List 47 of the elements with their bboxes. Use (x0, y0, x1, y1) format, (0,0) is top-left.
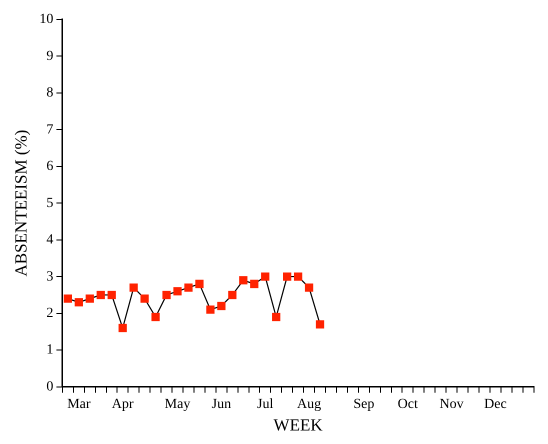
y-tick-label: 3 (46, 269, 54, 284)
point (304, 283, 314, 292)
x-tick-label: Jun (212, 396, 232, 412)
point (184, 283, 193, 292)
y-tick-label: 7 (46, 122, 54, 138)
x-axis-title: WEEK (274, 415, 324, 434)
point (261, 272, 270, 281)
point (64, 294, 72, 303)
point (283, 272, 292, 281)
x-tick-label: Mar (67, 396, 91, 412)
point (195, 280, 204, 288)
y-tick-label: 4 (46, 232, 54, 248)
x-tick-label: Apr (112, 396, 134, 412)
x-tick-label: Aug (297, 396, 322, 412)
y-axis-title: ABSENTEEISM (%) (12, 130, 31, 277)
x-tick-label: Dec (484, 396, 507, 412)
point (217, 302, 226, 310)
point (130, 283, 138, 292)
y-tick-label: 9 (46, 48, 54, 64)
point (74, 298, 83, 306)
x-tick-label: May (164, 396, 190, 412)
y-tick-label: 6 (46, 159, 54, 174)
y-tick-label: 0 (46, 379, 54, 394)
point (140, 294, 149, 303)
point (108, 290, 116, 300)
x-tick-label: Jul (257, 396, 274, 412)
y-tick-label: 8 (46, 86, 54, 101)
point (173, 287, 182, 296)
point (206, 306, 215, 314)
point (151, 312, 160, 322)
y-tick-label: 10 (39, 12, 54, 28)
point (228, 290, 236, 300)
x-tick-label: Nov (440, 396, 464, 412)
point (86, 294, 94, 303)
point (316, 320, 324, 328)
point (294, 272, 302, 281)
point (118, 324, 127, 332)
point (162, 290, 171, 300)
x-tick-label: Oct (398, 396, 418, 412)
y-tick-label: 1 (46, 342, 54, 358)
point (272, 312, 280, 322)
x-tick-label: Sep (353, 396, 374, 412)
point (239, 276, 248, 284)
y-tick-label: 5 (46, 196, 54, 211)
point (96, 290, 105, 300)
point (250, 280, 258, 288)
y-tick-label: 2 (46, 306, 54, 321)
